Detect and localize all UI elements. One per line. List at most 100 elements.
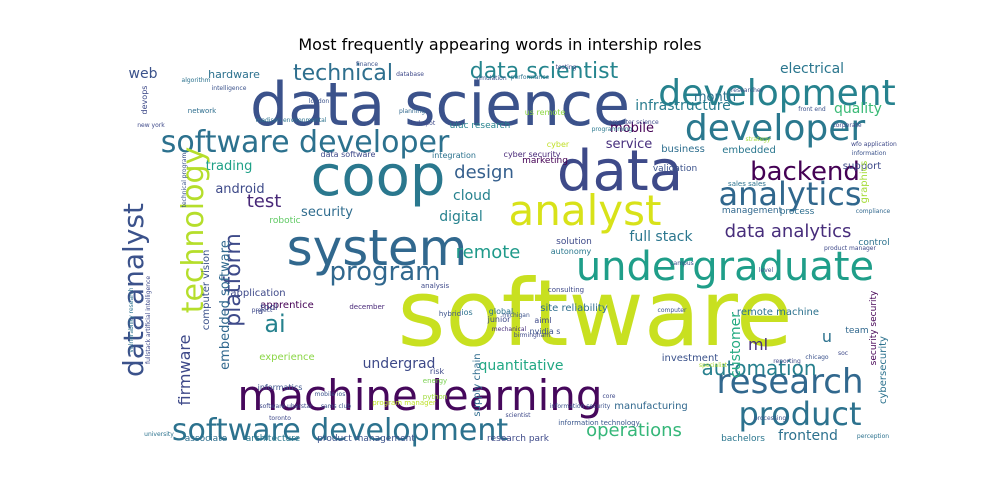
word-embedded: embedded <box>722 145 776 156</box>
word-remote-machine: remote machine <box>737 307 819 318</box>
word-mechanical: mechanical <box>492 326 527 333</box>
word-corporate: corporate <box>832 122 861 129</box>
word-hardware: hardware <box>208 68 260 81</box>
word-cyber-security: cyber security <box>504 150 561 159</box>
word-bachelors: bachelors <box>721 434 765 444</box>
word-mobile: mobile <box>610 121 654 136</box>
word-informatics: informatics <box>258 383 303 392</box>
word-autonomy: autonomy <box>551 247 592 256</box>
word-cyber: cyber <box>547 140 570 149</box>
word-embedded-software: embedded software <box>218 240 233 370</box>
word-u: u <box>822 327 832 346</box>
word-ml: ml <box>748 335 768 354</box>
word-ios: ios <box>461 308 472 317</box>
word-supply-chain: supply chain <box>472 353 483 416</box>
word-associate: associate <box>185 434 228 444</box>
word-data-scientist: data scientist <box>470 59 619 84</box>
word-technical-program: technical program <box>181 152 188 207</box>
word-backend: backend <box>750 157 860 187</box>
word-new-york: new york <box>137 122 165 129</box>
word-firmware: firmware <box>175 335 194 406</box>
word-nvidia-s: nvidia s <box>530 327 561 336</box>
word-team: team <box>845 326 868 336</box>
word-ai: ai <box>264 310 285 338</box>
word-quality: quality <box>834 101 882 117</box>
word-compliance: compliance <box>856 208 891 215</box>
word-hybrid: hybrid <box>439 310 461 318</box>
word-software-uberstar: software uberstar <box>259 403 313 410</box>
word-program: program <box>330 257 441 287</box>
word-web: web <box>129 66 158 82</box>
word-customer: customer <box>728 312 744 378</box>
word-computer: computer <box>658 307 687 314</box>
word-experience: experience <box>259 352 314 363</box>
word-business: business <box>661 144 705 155</box>
word-technology: technology <box>176 147 211 314</box>
word-programming: programming <box>592 126 633 133</box>
word-program-manager: program manager <box>372 399 436 407</box>
word-us-remote: us remote <box>525 108 566 117</box>
word-finance: finance <box>356 61 378 68</box>
word-validation: validation <box>653 164 697 174</box>
word-performance: performance <box>511 74 550 81</box>
chart-title: Most frequently appearing words in inter… <box>298 35 702 54</box>
word-london: london <box>309 98 330 105</box>
word-development: development <box>658 73 895 114</box>
word-graphics: graphics <box>859 161 870 204</box>
word-consulting: consulting <box>548 286 584 294</box>
word-information-technology: information technology <box>558 419 640 427</box>
word-devops: devops <box>140 86 149 115</box>
word-developer: developer <box>685 108 865 149</box>
word-data: data <box>557 139 683 204</box>
word-computer-vision: computer vision <box>201 250 212 331</box>
word-energy: energy <box>423 377 447 385</box>
word-hubspot: hubspot <box>411 120 436 127</box>
word-researcher: researcher <box>731 87 764 94</box>
word-testing: testing <box>556 64 577 71</box>
word-security-security: security security <box>869 290 879 365</box>
word-birmingham: birmingham <box>514 332 550 339</box>
word-front-end: front end <box>798 106 826 113</box>
word-chicago: chicago <box>805 354 829 361</box>
word-scientist: scientist <box>505 412 531 419</box>
word-trading: trading <box>206 159 253 174</box>
word-quantitative: quantitative <box>479 358 564 374</box>
word-intelligence: intelligence <box>212 85 247 92</box>
word-cybersecurity: cybersecurity <box>878 336 889 404</box>
word-frontend: frontend <box>778 428 838 444</box>
word-madison-environmental: madison environmental <box>255 117 326 124</box>
word-network: network <box>188 107 217 115</box>
word-cloud: cloud <box>453 188 491 204</box>
word-undergraduate: undergraduate <box>576 244 874 290</box>
word-robotic: robotic <box>269 216 300 226</box>
word-algorithm: algorithm <box>182 77 211 84</box>
word-integration: integration <box>432 151 476 160</box>
word-apprentice: apprentice <box>260 300 314 311</box>
word-michigan: michigan <box>502 312 530 319</box>
word-python: python <box>423 393 448 401</box>
word-data-analyst: data analyst <box>117 203 150 377</box>
word-perception: perception <box>857 433 889 440</box>
word-software: software <box>397 260 792 367</box>
word-system: system <box>287 219 468 277</box>
word-control: control <box>858 238 889 248</box>
word-soc: soc <box>838 350 848 357</box>
word-university: university <box>144 431 174 438</box>
word-platform: platform <box>221 233 246 326</box>
word-application: application <box>230 288 285 299</box>
word-solution: solution <box>556 237 592 247</box>
word-android: android <box>215 182 264 197</box>
word-vulnerability-research: vulnerability research <box>128 287 135 352</box>
word-information-security: information security <box>550 403 611 410</box>
word-global: global <box>489 307 513 316</box>
word-toronto: toronto <box>269 415 291 422</box>
word-december: december <box>349 303 384 311</box>
word-project: project <box>252 307 273 314</box>
word-electrical: electrical <box>780 61 844 77</box>
word-operations: operations <box>586 420 682 441</box>
word-data-science: data science <box>250 70 630 140</box>
word-risk: risk <box>430 367 445 376</box>
word-simulation: simulation <box>475 75 506 82</box>
word-wfo-application: wfo application <box>851 141 897 148</box>
